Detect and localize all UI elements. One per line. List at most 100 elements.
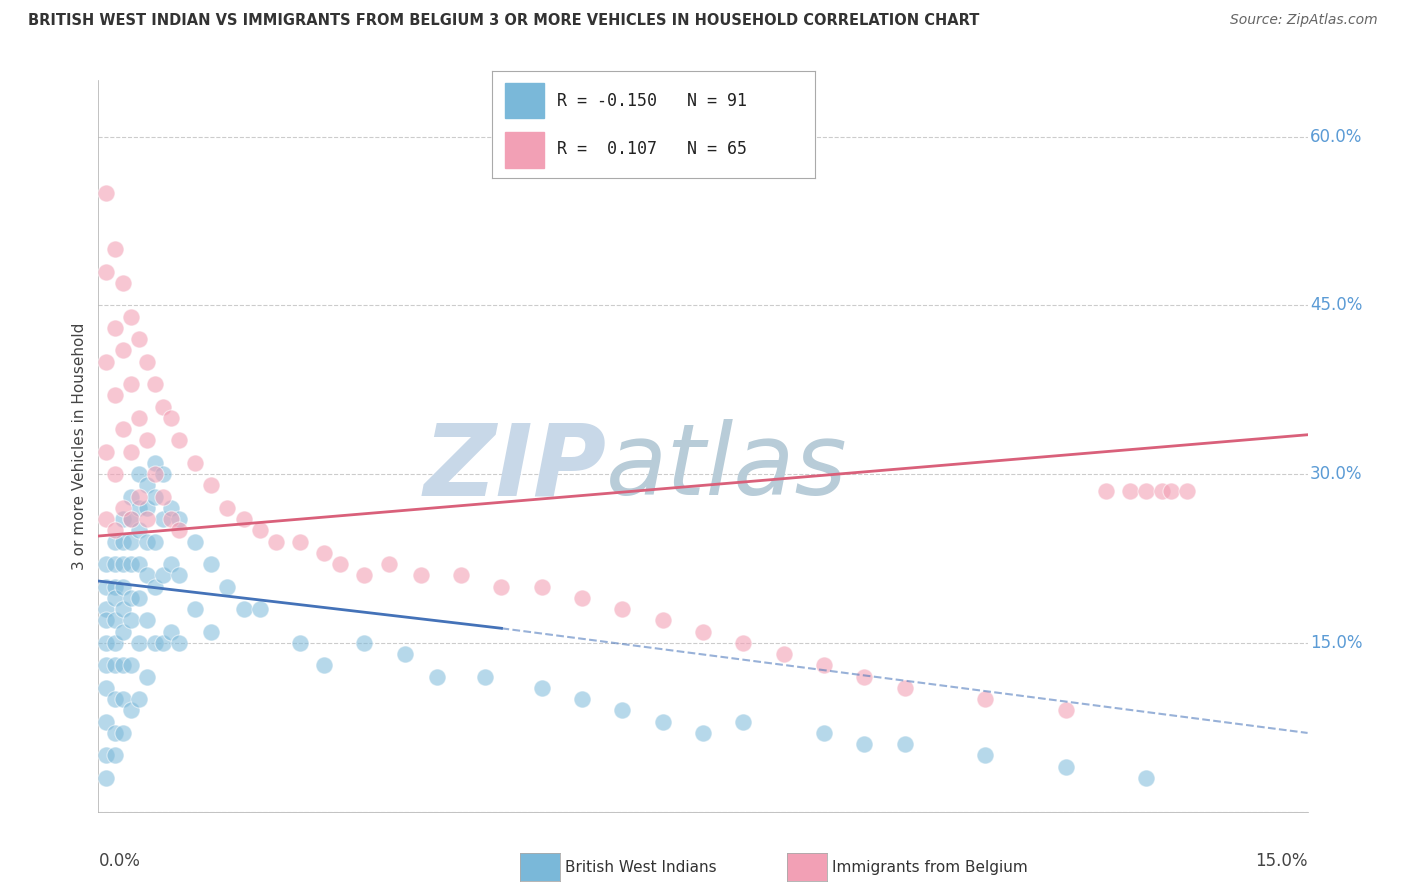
- Point: [974, 692, 997, 706]
- Point: [135, 500, 157, 515]
- Bar: [505, 83, 544, 119]
- Point: [474, 670, 496, 684]
- Point: [135, 614, 157, 628]
- Text: 45.0%: 45.0%: [1310, 296, 1362, 314]
- Point: [200, 557, 222, 571]
- Text: 15.0%: 15.0%: [1310, 634, 1362, 652]
- Point: [353, 636, 375, 650]
- Point: [111, 726, 134, 740]
- Point: [103, 692, 125, 706]
- Point: [128, 332, 150, 346]
- Point: [111, 624, 134, 639]
- Point: [152, 636, 174, 650]
- Point: [128, 490, 150, 504]
- Point: [167, 524, 190, 538]
- Point: [1054, 760, 1077, 774]
- Point: [96, 748, 118, 763]
- Point: [103, 726, 125, 740]
- Point: [217, 580, 239, 594]
- Point: [1054, 703, 1077, 717]
- Point: [1119, 483, 1142, 498]
- Point: [96, 602, 118, 616]
- Text: R = -0.150   N = 91: R = -0.150 N = 91: [557, 92, 747, 110]
- Point: [120, 310, 142, 324]
- Point: [160, 410, 183, 425]
- Point: [103, 557, 125, 571]
- Point: [160, 512, 183, 526]
- Point: [103, 580, 125, 594]
- Y-axis label: 3 or more Vehicles in Household: 3 or more Vehicles in Household: [72, 322, 87, 570]
- Point: [128, 692, 150, 706]
- Point: [813, 658, 835, 673]
- Point: [120, 512, 142, 526]
- Point: [152, 512, 174, 526]
- Point: [651, 614, 673, 628]
- Point: [733, 636, 755, 650]
- Point: [128, 500, 150, 515]
- Point: [692, 726, 714, 740]
- Point: [103, 388, 125, 402]
- Point: [167, 636, 190, 650]
- Point: [353, 568, 375, 582]
- Point: [450, 568, 472, 582]
- Point: [1152, 483, 1174, 498]
- Point: [184, 602, 207, 616]
- Point: [111, 580, 134, 594]
- Point: [111, 602, 134, 616]
- Point: [232, 602, 254, 616]
- Point: [152, 467, 174, 482]
- Point: [143, 580, 166, 594]
- Point: [103, 614, 125, 628]
- Point: [96, 512, 118, 526]
- Point: [103, 534, 125, 549]
- Point: [1135, 483, 1157, 498]
- Point: [288, 636, 311, 650]
- Point: [314, 546, 336, 560]
- Point: [264, 534, 287, 549]
- Point: [128, 557, 150, 571]
- Point: [96, 614, 118, 628]
- Point: [120, 512, 142, 526]
- Point: [143, 534, 166, 549]
- Point: [96, 354, 118, 368]
- Point: [426, 670, 449, 684]
- Point: [217, 500, 239, 515]
- Point: [143, 377, 166, 392]
- Point: [200, 478, 222, 492]
- Point: [772, 647, 794, 661]
- Point: [184, 534, 207, 549]
- Point: [377, 557, 399, 571]
- Point: [120, 658, 142, 673]
- Point: [120, 377, 142, 392]
- Point: [143, 456, 166, 470]
- Point: [1095, 483, 1118, 498]
- Point: [1135, 771, 1157, 785]
- Point: [96, 636, 118, 650]
- Text: Source: ZipAtlas.com: Source: ZipAtlas.com: [1230, 13, 1378, 28]
- Point: [128, 636, 150, 650]
- Point: [96, 580, 118, 594]
- Point: [135, 478, 157, 492]
- Point: [853, 737, 876, 751]
- Point: [288, 534, 311, 549]
- Point: [813, 726, 835, 740]
- Point: [103, 321, 125, 335]
- Point: [692, 624, 714, 639]
- Point: [103, 467, 125, 482]
- Point: [893, 681, 915, 695]
- Point: [120, 490, 142, 504]
- Point: [651, 714, 673, 729]
- Text: 15.0%: 15.0%: [1256, 852, 1308, 870]
- Point: [128, 591, 150, 605]
- Point: [893, 737, 915, 751]
- Point: [128, 467, 150, 482]
- Point: [96, 444, 118, 458]
- Point: [128, 524, 150, 538]
- Point: [249, 524, 271, 538]
- Point: [103, 591, 125, 605]
- Point: [409, 568, 432, 582]
- Point: [530, 580, 553, 594]
- Point: [152, 568, 174, 582]
- Point: [1175, 483, 1198, 498]
- Text: 30.0%: 30.0%: [1310, 465, 1362, 483]
